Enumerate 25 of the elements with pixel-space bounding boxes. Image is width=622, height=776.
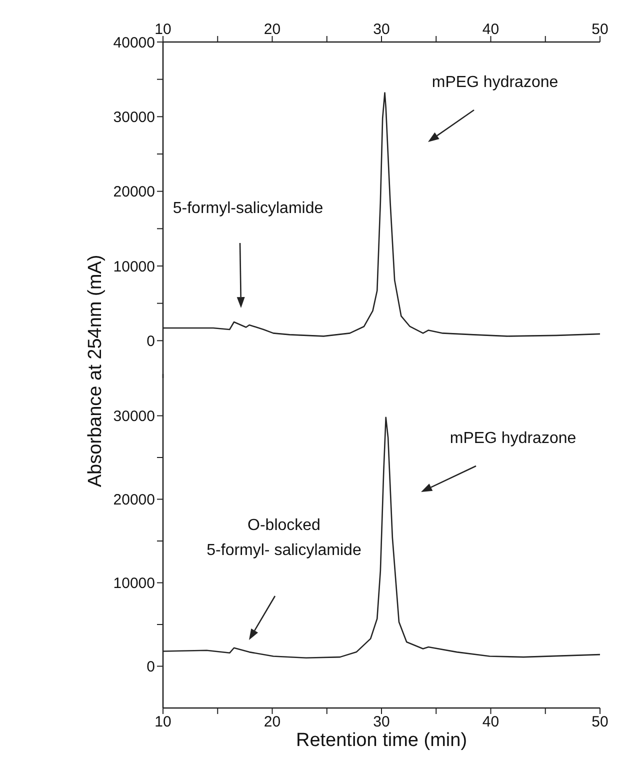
x-tick-label: 30	[373, 714, 390, 731]
annotation: mPEG hydrazone	[448, 429, 578, 449]
x-tick-label: 10	[154, 21, 172, 38]
x-tick-label: 40	[482, 714, 500, 731]
y-tick-label: 10000	[113, 258, 155, 276]
y-tick-label: 10000	[113, 575, 155, 592]
x-tick-label: 30	[373, 21, 390, 38]
y-tick-label: 30000	[113, 108, 155, 126]
y-tick-label: 40000	[113, 34, 155, 52]
y-axis-title: Absorbance at 254nm (mA)	[85, 254, 107, 490]
y-tick-label: 20000	[113, 492, 155, 509]
x-tick-label: 20	[264, 21, 281, 38]
annotation: 5-formyl-salicylamide	[172, 200, 324, 217]
y-tick-label: 30000	[113, 408, 155, 426]
annotation: mPEG hydrazone	[430, 73, 560, 93]
y-tick-label: 20000	[113, 184, 155, 201]
x-tick-label: 50	[592, 714, 608, 731]
y-tick-label: 0	[146, 332, 155, 350]
x-tick-label: 20	[264, 714, 281, 731]
x-axis-title: Retention time (min)	[294, 730, 468, 752]
x-tick-label: 40	[482, 21, 500, 38]
annotation: O-blocked 5-formyl- salicylamide	[206, 516, 362, 561]
x-tick-label: 50	[592, 21, 608, 38]
x-tick-label: 10	[154, 714, 172, 731]
y-tick-label: 0	[146, 658, 155, 676]
